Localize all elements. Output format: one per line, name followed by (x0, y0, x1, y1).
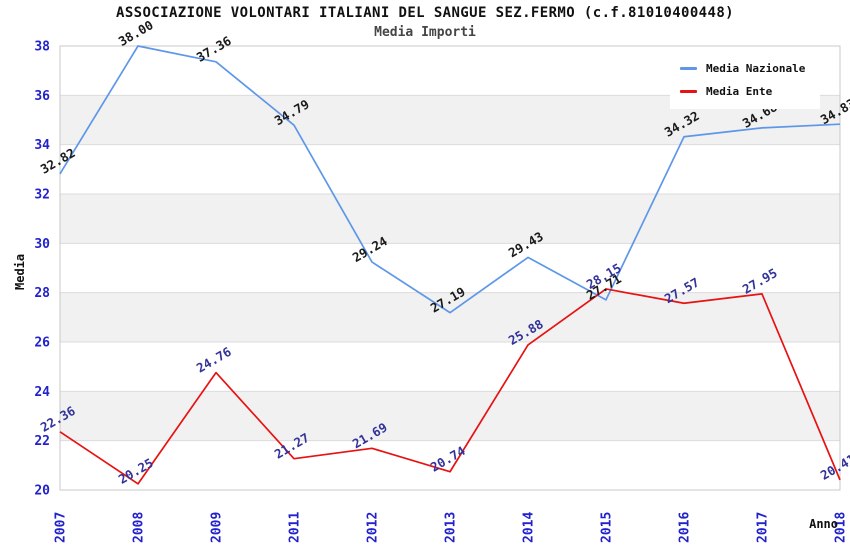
y-tick-label: 32 (34, 188, 50, 203)
x-tick-label: 2018 (834, 512, 849, 543)
x-axis-title: Anno (809, 517, 838, 531)
y-tick-label: 22 (34, 434, 50, 449)
plot-band (60, 194, 840, 244)
y-tick-label: 24 (34, 385, 50, 400)
y-tick-label: 28 (34, 286, 50, 301)
legend: Media Nazionale Media Ente (670, 52, 820, 109)
x-tick-label: 2016 (678, 512, 693, 543)
y-tick-label: 36 (34, 89, 50, 104)
chart-subtitle: Media Importi (374, 25, 476, 40)
x-tick-label: 2011 (288, 512, 303, 543)
series-line-media-nazionale (59, 45, 841, 314)
x-tick-label: 2015 (600, 512, 615, 543)
x-tick-label: 2014 (522, 512, 537, 543)
x-tick-label: 2007 (54, 512, 69, 543)
chart-title: ASSOCIAZIONE VOLONTARI ITALIANI DEL SANG… (115, 5, 734, 21)
x-tick-label: 2013 (444, 512, 459, 543)
x-tick-label: 2008 (132, 512, 147, 543)
data-label: 24.76 (194, 344, 234, 376)
data-label: 38.00 (116, 17, 156, 49)
series-line-media-ente (59, 288, 841, 485)
legend-marker-media-ente (680, 90, 697, 93)
x-tick-label: 2009 (210, 512, 225, 543)
legend-item-media-nazionale: Media Nazionale (680, 57, 820, 80)
x-tick-label: 2017 (756, 512, 771, 543)
y-tick-label: 26 (34, 336, 50, 351)
data-label: 37.36 (194, 33, 234, 65)
y-tick-label: 34 (34, 138, 50, 153)
data-label: 20.41 (818, 451, 850, 483)
plot-band (60, 391, 840, 441)
y-axis-title: Media (13, 254, 27, 290)
legend-label-media-nazionale: Media Nazionale (706, 62, 806, 75)
plot-border (59, 45, 841, 491)
y-tick-label: 20 (34, 484, 50, 499)
y-tick-label: 30 (34, 237, 50, 252)
legend-item-media-ente: Media Ente (680, 80, 820, 103)
data-label: 20.74 (428, 443, 468, 475)
y-tick-label: 38 (34, 40, 50, 55)
legend-label-media-ente: Media Ente (706, 85, 773, 98)
x-tick-label: 2012 (366, 512, 381, 543)
data-label: 27.95 (740, 265, 780, 297)
legend-marker-media-nazionale (680, 67, 697, 70)
